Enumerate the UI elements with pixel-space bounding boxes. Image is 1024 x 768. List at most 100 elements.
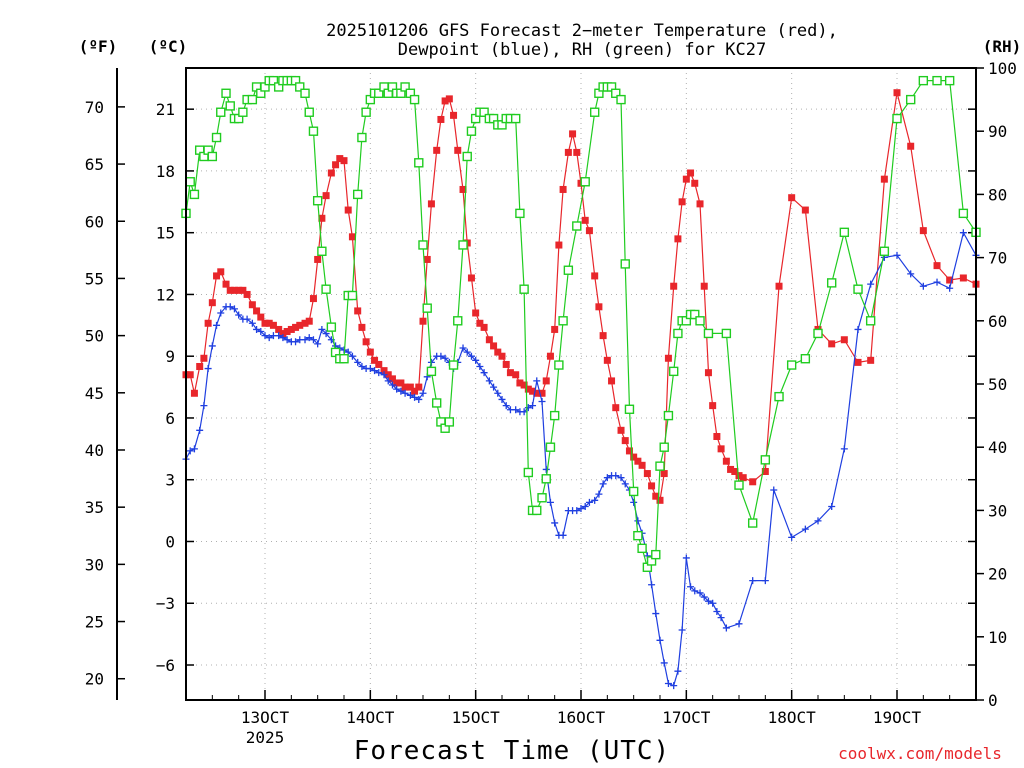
2-meter-temperature-point	[749, 478, 757, 486]
2-meter-temperature-point	[801, 206, 809, 214]
2-meter-temperature-point	[279, 330, 287, 338]
dewpoint-point	[919, 282, 927, 290]
2-meter-temperature-point	[253, 307, 261, 315]
2-meter-temperature-point	[569, 130, 577, 138]
relative-humidity-point	[431, 398, 442, 408]
year-label: 2025	[246, 728, 285, 747]
dewpoint-point	[933, 278, 941, 286]
rh-tick-label: 70	[988, 249, 1007, 268]
dewpoint-point	[551, 519, 559, 527]
2-meter-temperature-point	[538, 389, 546, 397]
2-meter-temperature-point	[603, 356, 611, 364]
relative-humidity-point	[637, 543, 647, 554]
2-meter-temperature-point	[243, 290, 251, 298]
rh-tick-label: 100	[988, 59, 1017, 78]
relative-humidity-point	[695, 316, 705, 326]
dewpoint-point	[380, 371, 388, 379]
celsius-axis: 21 18 15 12 9 6 3 0 −3 −6	[156, 100, 976, 675]
dewpoint-point	[498, 395, 506, 403]
chart-title: 2025101206 GFS Forecast 2−meter Temperat…	[326, 21, 838, 41]
dewpoint-point	[393, 385, 401, 393]
dewpoint-point	[652, 610, 660, 618]
2-meter-temperature-point	[485, 336, 493, 344]
relative-humidity-point	[628, 486, 639, 497]
dewpoint-point	[217, 309, 225, 317]
relative-humidity-point	[905, 94, 916, 105]
2-meter-temperature-point	[371, 356, 379, 364]
2-meter-temperature-point	[506, 369, 514, 377]
celsius-tick-label: 6	[165, 409, 175, 428]
fahrenheit-tick-label: 65	[85, 155, 104, 174]
dewpoint-point	[261, 332, 269, 340]
2-meter-temperature-point	[660, 470, 668, 478]
2-meter-temperature-point	[235, 286, 243, 294]
relative-humidity-point	[185, 177, 195, 187]
relative-humidity-point	[312, 196, 323, 206]
2-meter-temperature-point	[200, 354, 208, 362]
dewpoint-point	[419, 389, 427, 397]
time-tick-label: 16OCT	[557, 708, 606, 727]
relative-humidity-point	[839, 227, 850, 238]
relative-humidity-point	[620, 259, 630, 269]
dewpoint-line	[185, 231, 977, 687]
relative-humidity-point	[760, 455, 771, 465]
celsius-tick-label: 0	[165, 532, 175, 551]
rh-tick-label: 30	[988, 501, 1007, 520]
x-axis-title: Forecast Time (UTC)	[354, 736, 670, 766]
2-meter-temperature-point	[318, 214, 326, 222]
relative-humidity-point	[703, 328, 714, 339]
relative-humidity-point	[444, 417, 455, 427]
dewpoint-point	[959, 229, 967, 237]
2-meter-temperature-point	[788, 194, 796, 202]
relative-humidity-point	[317, 246, 327, 256]
dewpoint-point	[480, 369, 488, 377]
dewpoint-point	[467, 352, 475, 360]
dewpoint-point	[542, 465, 550, 473]
time-axis: 13OCT 14OCT 15OCT 16OCT 17OCT 18OCT 19OCT	[185, 690, 977, 727]
fahrenheit-tick-label: 50	[85, 327, 104, 346]
dewpoint-point	[397, 387, 405, 395]
relative-humidity-series	[181, 75, 981, 572]
dewpoint-point	[814, 517, 822, 525]
dewpoint-point	[617, 474, 625, 482]
rh-tick-label: 60	[988, 312, 1007, 331]
2-meter-temperature-point	[494, 348, 502, 356]
dewpoint-point	[437, 352, 445, 360]
dewpoint-point	[546, 498, 554, 506]
2-meter-temperature-point	[551, 325, 559, 333]
2-meter-temperature-point	[656, 496, 664, 504]
2-meter-temperature-point	[867, 356, 875, 364]
dewpoint-series	[182, 229, 980, 690]
relative-humidity-point	[268, 75, 279, 86]
relative-humidity-point	[207, 151, 218, 162]
dewpoint-point	[354, 358, 362, 366]
2-meter-temperature-point	[230, 286, 238, 294]
dewpoint-point	[595, 490, 603, 498]
relative-humidity-point	[624, 404, 635, 414]
dewpoint-point	[529, 402, 537, 410]
dewpoint-point	[674, 667, 682, 675]
2-meter-temperature-point	[638, 461, 646, 469]
2-meter-temperature-point	[555, 241, 563, 249]
relative-humidity-point	[426, 366, 437, 377]
relative-humidity-point	[563, 265, 574, 275]
2-meter-temperature-point	[516, 379, 524, 387]
2-meter-temperature-point	[459, 185, 467, 193]
time-tick-label: 19OCT	[873, 708, 922, 727]
relative-humidity-point	[558, 316, 568, 326]
2-meter-temperature-point	[893, 89, 901, 97]
2-meter-temperature-point	[648, 482, 656, 490]
dewpoint-point	[366, 365, 374, 373]
relative-humidity-point	[374, 88, 384, 98]
2-meter-temperature-point	[529, 387, 537, 395]
dewpoint-point	[318, 325, 326, 333]
dewpoint-point	[696, 589, 704, 597]
dewpoint-point	[476, 363, 484, 371]
dewpoint-point	[314, 340, 322, 348]
2-meter-temperature-point	[761, 467, 769, 475]
dewpoint-point	[190, 445, 198, 453]
dewpoint-point	[678, 626, 686, 634]
dewpoint-point	[788, 533, 796, 541]
2-meter-temperature-point	[292, 323, 300, 331]
